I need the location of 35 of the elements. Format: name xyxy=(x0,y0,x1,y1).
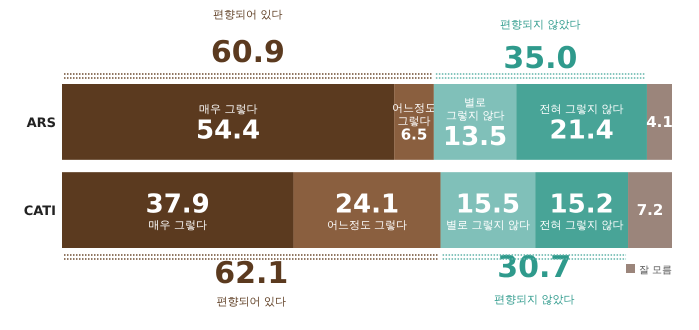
series-label: 매우 그렇다 xyxy=(148,218,207,232)
text: 편향되지 않았다 xyxy=(500,18,581,31)
data-label: 13.5 xyxy=(443,122,508,152)
y-tick-label: CATI xyxy=(24,204,56,220)
data-label: 7.2 xyxy=(636,201,664,220)
bar xyxy=(62,84,394,160)
data-label: 24.1 xyxy=(334,190,400,220)
data-label: 15.2 xyxy=(550,190,614,220)
text: 62.1 xyxy=(214,256,288,291)
y-tick-label: ARS xyxy=(26,116,56,131)
data-label: 37.9 xyxy=(146,190,210,220)
bar xyxy=(293,172,441,248)
text: 35.0 xyxy=(503,41,578,76)
text: 별로 그렇지 않다 xyxy=(446,96,504,122)
bar xyxy=(646,84,672,160)
text: 전혀 그렇지 않다 xyxy=(540,102,624,116)
bar xyxy=(62,172,294,248)
series-label: 전혀 그렇지 않다 xyxy=(540,218,624,232)
text: 어느정도 그렇다 xyxy=(326,218,408,232)
bar xyxy=(516,84,647,160)
bar xyxy=(628,172,672,248)
data-label: 6.5 xyxy=(400,125,428,144)
text: 60.9 xyxy=(210,35,285,70)
data-label: 21.4 xyxy=(550,115,614,146)
series-label: 별로 그렇지 않다 xyxy=(446,218,530,232)
data-label: 4.1 xyxy=(646,112,673,131)
annotation: 30.7 xyxy=(497,250,572,285)
text: 편향되지 않았다 xyxy=(494,293,575,306)
text: 매우 그렇다 xyxy=(198,102,258,116)
data-label: 54.4 xyxy=(196,115,260,146)
text: 편향되어 있다 xyxy=(216,295,286,308)
text: 편향되어 있다 xyxy=(213,8,283,21)
data-label: 15.5 xyxy=(456,190,520,220)
series-label: 어느정도 그렇다 xyxy=(392,101,436,128)
legend-label: 잘 모름 xyxy=(639,265,672,276)
